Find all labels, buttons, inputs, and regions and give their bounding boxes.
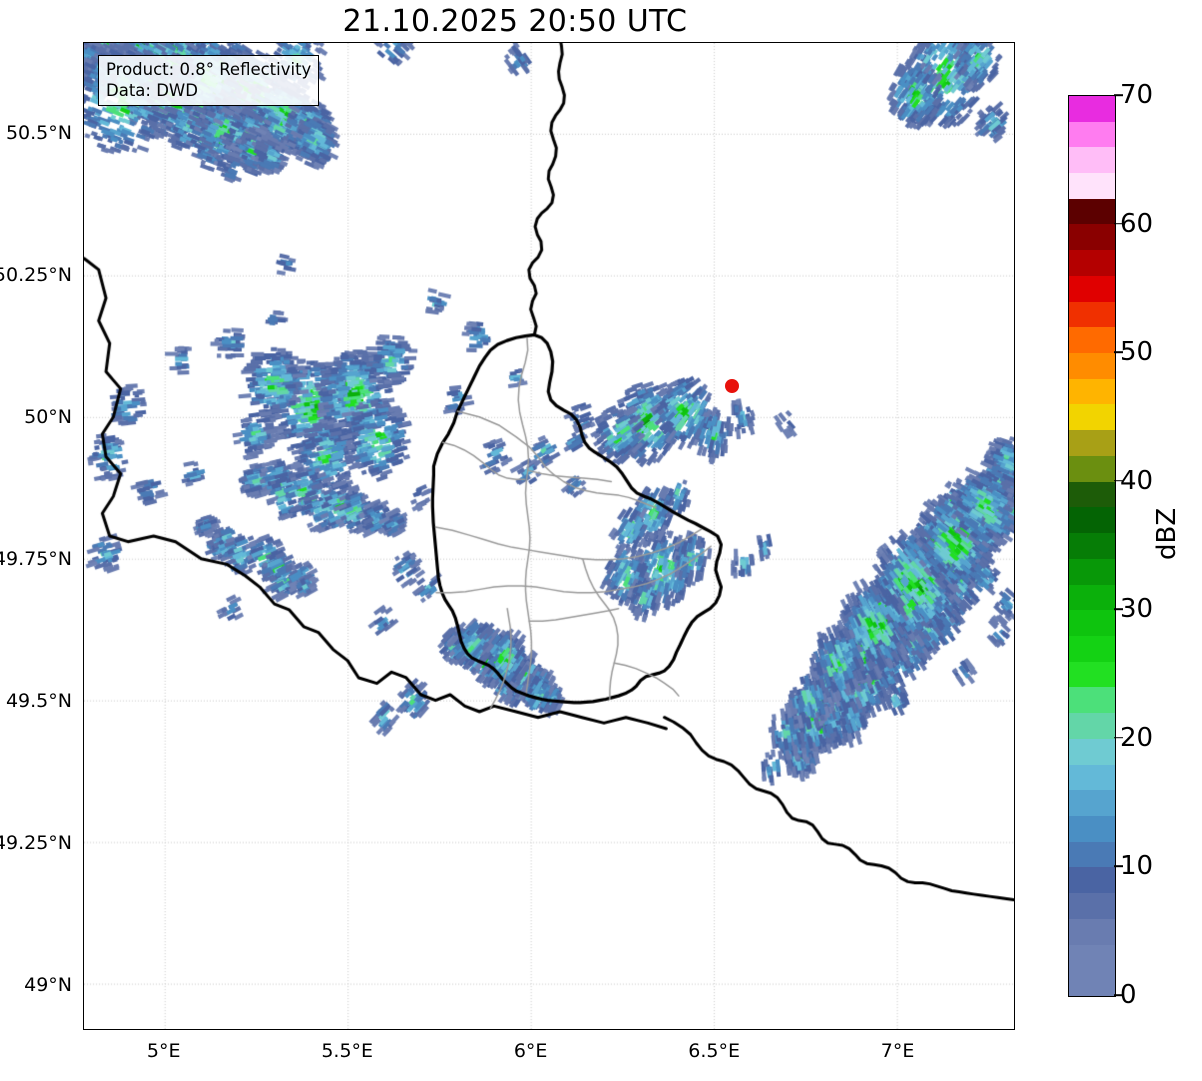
colorbar-band [1069,918,1115,945]
colorbar-band [1069,944,1115,971]
figure-title: 21.10.2025 20:50 UTC [342,4,688,39]
colorbar-label: dBZ [1152,507,1182,560]
product-line: Product: 0.8° Reflectivity [106,60,312,79]
y-axis-ticks: 49°N 49.25°N 49.5°N 49.75°N 50°N 50.25°N 50.5°… [0,0,78,1081]
colorbar-band [1069,970,1115,996]
x-tick-label: 5.5°E [321,1040,374,1062]
colorbar-band [1069,224,1115,251]
colorbar-band [1069,378,1115,405]
radar-reflectivity-canvas [84,43,1014,1029]
colorbar-band [1069,764,1115,791]
colorbar-band [1069,893,1115,919]
colorbar-tick-label: 60 [1120,208,1154,239]
colorbar-band [1069,147,1115,173]
colorbar-tick-label: 70 [1120,80,1154,110]
colorbar-band [1069,661,1115,688]
y-tick-label: 49°N [24,973,72,996]
x-tick-label: 7°E [880,1040,915,1062]
colorbar-tick-label: 30 [1120,594,1154,625]
colorbar-band [1069,867,1115,894]
colorbar-band [1069,790,1115,816]
radar-site-marker[interactable] [725,379,739,393]
x-tick-label: 5°E [146,1040,181,1062]
colorbar-band [1069,301,1115,328]
colorbar [1068,95,1116,997]
colorbar-band [1069,738,1115,765]
map-plot-area[interactable] [83,42,1015,1030]
colorbar-band [1069,430,1115,456]
colorbar-tick-label: 20 [1120,722,1154,753]
colorbar-band [1069,507,1115,534]
colorbar-tick-label: 50 [1120,337,1154,368]
colorbar-tick-mark [1114,608,1123,611]
x-tick-label: 6.5°E [688,1040,740,1062]
product-info-box: Product: 0.8° Reflectivity Data: DWD [98,55,320,107]
colorbar-tick-mark [1114,994,1123,996]
colorbar-tick-label: 10 [1120,851,1154,882]
y-tick-label: 50.5°N [5,121,72,144]
colorbar-tick-mark [1114,737,1123,739]
colorbar-band [1069,275,1115,302]
colorbar-tick-mark [1114,222,1123,225]
y-tick-label: 49.25°N [0,831,72,854]
colorbar-band [1069,198,1115,225]
colorbar-tick-mark [1114,865,1123,868]
colorbar-band [1069,173,1115,199]
colorbar-tick-label: 0 [1120,980,1137,1010]
colorbar-band [1069,96,1115,122]
colorbar-band [1069,610,1115,636]
colorbar-band [1069,327,1115,354]
y-tick-label: 49.75°N [0,547,72,570]
colorbar-band [1069,250,1115,276]
colorbar-band [1069,481,1115,508]
colorbar-band [1069,713,1115,739]
colorbar-band [1069,687,1115,714]
y-tick-label: 49.5°N [5,689,72,712]
y-tick-label: 50°N [24,405,72,428]
colorbar-band [1069,455,1115,482]
colorbar-band [1069,815,1115,842]
colorbar-tick-mark [1114,351,1123,353]
colorbar-band [1069,635,1115,662]
colorbar-band [1069,121,1115,148]
colorbar-band [1069,533,1115,559]
colorbar-tick-mark [1114,479,1123,482]
data-source-line: Data: DWD [106,81,198,101]
colorbar-band [1069,558,1115,585]
colorbar-tick-label: 40 [1120,465,1154,496]
colorbar-band [1069,353,1115,379]
colorbar-band [1069,584,1115,611]
colorbar-band [1069,404,1115,431]
y-tick-label: 50.25°N [0,263,72,286]
colorbar-band [1069,841,1115,868]
colorbar-tick-mark [1114,94,1123,96]
x-tick-label: 6°E [513,1040,548,1062]
